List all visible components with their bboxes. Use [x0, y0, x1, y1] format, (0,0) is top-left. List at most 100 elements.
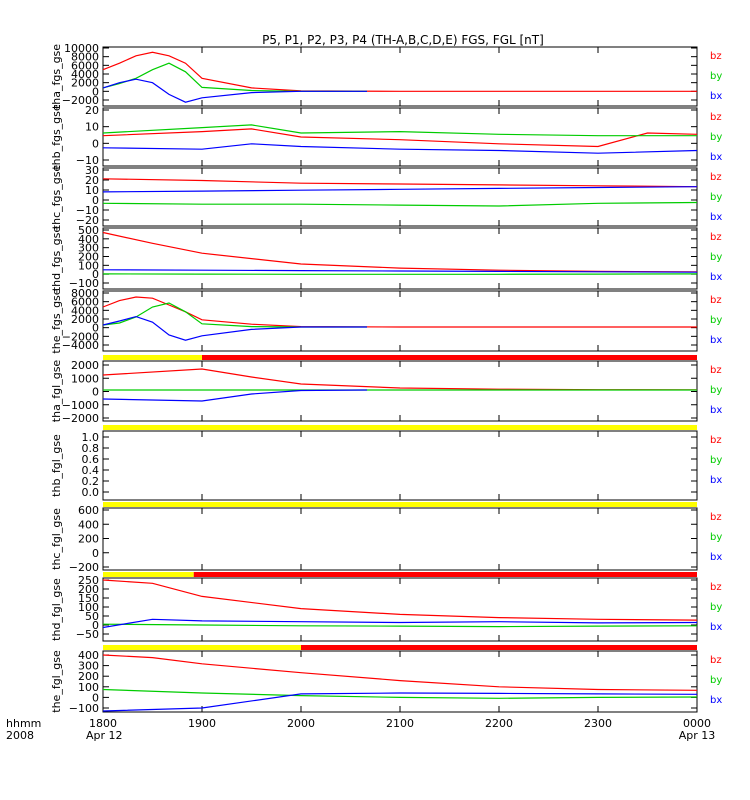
legend-bx: bx — [710, 212, 722, 223]
legend-bx: bx — [710, 405, 722, 416]
series-by — [102, 62, 367, 92]
legend-by: by — [710, 602, 722, 613]
legend-by: by — [710, 455, 722, 466]
legend-bx: bx — [710, 152, 722, 163]
y-tick-label: −10 — [76, 154, 99, 167]
y-tick-label: −2000 — [62, 412, 99, 425]
y-tick-label: −200 — [69, 561, 99, 574]
y-tick-label: 6000 — [71, 296, 99, 309]
y-tick-label: 0.6 — [82, 453, 100, 466]
legend-bz: bz — [710, 435, 722, 446]
y-tick-label: 0.8 — [82, 442, 100, 455]
y-axis-label: thc_fgl_gse — [50, 508, 63, 570]
series-bx — [102, 315, 367, 341]
x-axis-date-right: Apr 13 — [679, 729, 716, 742]
series-bx — [102, 186, 698, 193]
legend-by: by — [710, 71, 722, 82]
y-tick-label: −2000 — [62, 94, 99, 107]
panel-thb_fgs_gse: 20 10 0 −10 thb_fgs_gse bz by bx — [50, 104, 722, 170]
series-bz — [102, 579, 698, 621]
y-tick-label: 20 — [85, 174, 99, 187]
y-axis-label: thd_fgs_gse — [50, 226, 63, 292]
y-tick-label: 0 — [92, 85, 99, 98]
y-tick-label: 0 — [92, 194, 99, 207]
x-tick-label: 2100 — [386, 717, 414, 730]
panel-frame — [102, 507, 698, 571]
legend-bz: bz — [710, 112, 722, 123]
panel-frame — [102, 577, 698, 642]
y-tick-label: 200 — [78, 251, 99, 264]
legend-by: by — [710, 252, 722, 263]
y-tick-label: −2000 — [62, 330, 99, 343]
legend-bx: bx — [710, 552, 722, 563]
y-tick-label: 0 — [92, 386, 99, 399]
legend-bz: bz — [710, 655, 722, 666]
x-axis-label-year: 2008 — [6, 729, 34, 742]
panel-frame — [102, 650, 698, 713]
series-bz — [102, 51, 697, 92]
y-tick-label: 0 — [92, 691, 99, 704]
x-tick-label: 0000 — [683, 717, 711, 730]
x-tick-label: 2000 — [287, 717, 315, 730]
y-tick-label: −20 — [76, 214, 99, 227]
series-by — [102, 623, 698, 628]
y-tick-label: 400 — [78, 649, 99, 662]
y-tick-label: 300 — [78, 660, 99, 673]
y-tick-label: 20 — [85, 104, 99, 117]
legend-bz: bz — [710, 582, 722, 593]
y-axis-label: thb_fgl_gse — [50, 434, 63, 497]
y-tick-label: 30 — [85, 164, 99, 177]
y-axis-label: the_fgs_gse — [50, 288, 63, 353]
y-tick-label: 0.2 — [82, 475, 100, 488]
legend-bx: bx — [710, 622, 722, 633]
panel-frame — [102, 107, 698, 167]
x-axis-label-hhmm: hhmm — [6, 717, 41, 730]
legend-bx: bx — [710, 475, 722, 486]
x-tick-label: 2200 — [485, 717, 513, 730]
y-tick-label: 0.4 — [82, 464, 100, 477]
y-tick-label: 250 — [78, 574, 99, 587]
y-tick-label: 50 — [85, 610, 99, 623]
legend-bx: bx — [710, 695, 722, 706]
y-tick-label: 8000 — [71, 287, 99, 300]
x-axis: hhmm 2008 Apr 12 Apr 13 1800 1900 2000 2100… — [6, 717, 715, 742]
legend-by: by — [710, 192, 722, 203]
mode-bar-red — [301, 645, 697, 650]
series-by — [102, 302, 367, 328]
series-bz — [102, 368, 698, 391]
y-tick-label: 0 — [92, 268, 99, 281]
legend-bz: bz — [710, 172, 722, 183]
y-tick-label: 4000 — [71, 304, 99, 317]
y-tick-label: 10 — [85, 184, 99, 197]
x-axis-date-left: Apr 12 — [86, 729, 123, 742]
series-bx — [102, 618, 698, 629]
y-tick-label: 100 — [78, 259, 99, 272]
series-bz — [102, 178, 698, 188]
series-by — [102, 688, 698, 699]
series-bx — [102, 692, 698, 712]
series-bz — [102, 128, 698, 148]
y-tick-label: 300 — [78, 242, 99, 255]
y-tick-label: 600 — [78, 504, 99, 517]
legend-by: by — [710, 132, 722, 143]
legend-bz: bz — [710, 232, 722, 243]
mode-bar-yellow — [103, 645, 301, 650]
panel-frame — [102, 227, 698, 290]
mode-bar-red — [193, 572, 697, 577]
panel-frame — [102, 430, 698, 501]
y-axis-label: tha_fgs_gse — [50, 44, 63, 109]
series-bx — [102, 78, 367, 103]
y-tick-label: 200 — [78, 533, 99, 546]
panel-frame — [102, 290, 698, 352]
y-tick-label: 2000 — [71, 359, 99, 372]
mode-bar-yellow — [103, 355, 202, 360]
y-tick-label: −100 — [69, 702, 99, 715]
series-bz — [102, 654, 698, 691]
